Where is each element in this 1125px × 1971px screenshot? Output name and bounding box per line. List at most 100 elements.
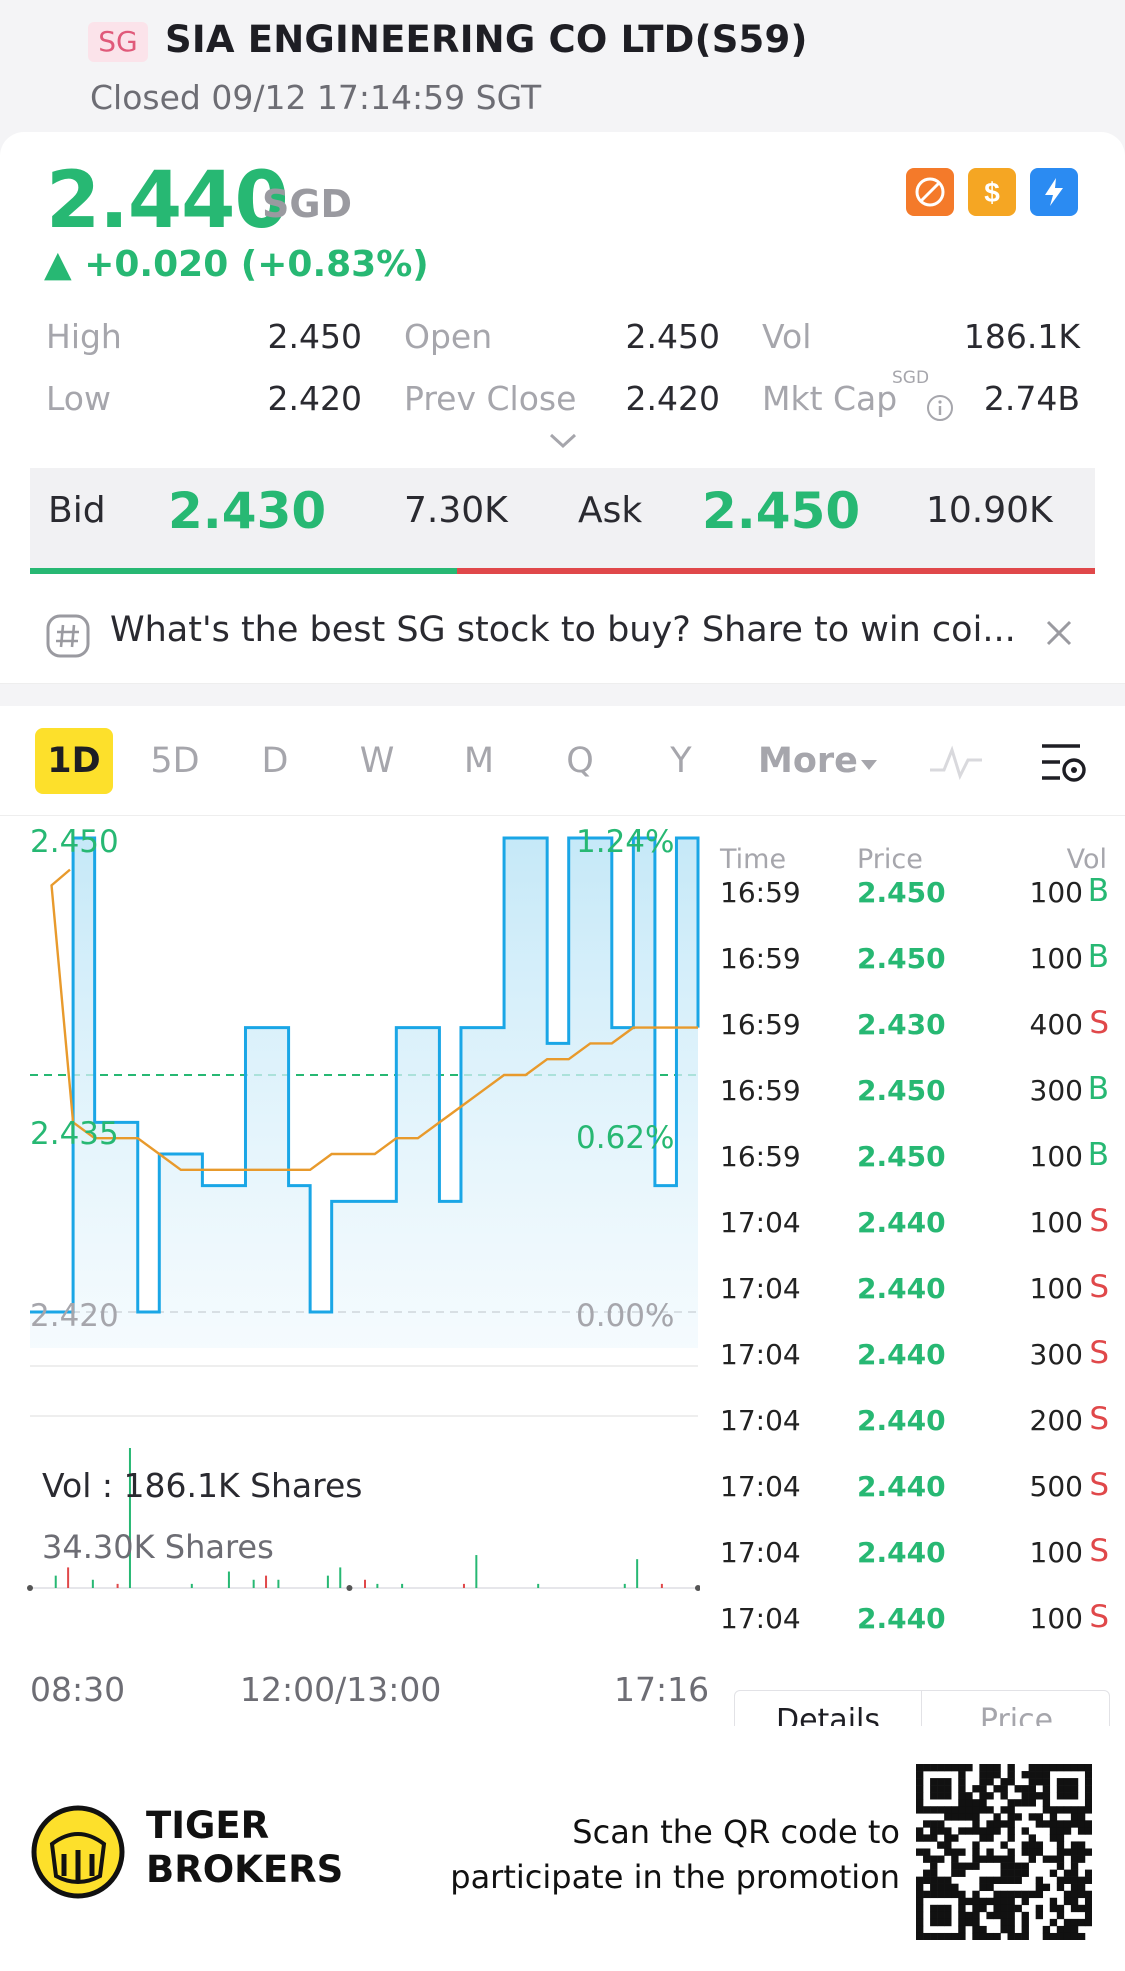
qr-module	[916, 1764, 924, 1772]
promo-text[interactable]: What's the best SG stock to buy? Share t…	[110, 610, 1016, 650]
qr-module	[1084, 1904, 1092, 1913]
qr-module	[951, 1813, 959, 1821]
qr-module	[1000, 1876, 1008, 1884]
qr-module	[916, 1806, 924, 1814]
qr-module	[958, 1890, 966, 1899]
tab-more[interactable]: More	[758, 741, 858, 781]
qr-module	[937, 1841, 945, 1849]
qr-module	[1056, 1806, 1065, 1814]
qr-module	[937, 1932, 945, 1940]
qr-module	[986, 1764, 994, 1772]
qr-module	[1035, 1911, 1044, 1920]
stock-name[interactable]: SIA ENGINEERING CO LTD(S59)	[165, 18, 808, 61]
trade-row: 16:59 2.450 100 B	[700, 939, 1125, 1008]
qr-module	[1063, 1848, 1072, 1856]
tab-1d[interactable]: 1D	[35, 728, 113, 794]
qr-module	[993, 1827, 1001, 1835]
flash-icon[interactable]	[1030, 168, 1078, 216]
trade-time: 17:04	[720, 1470, 801, 1503]
qr-module	[916, 1771, 924, 1779]
qr-module	[986, 1848, 994, 1856]
qr-module	[930, 1876, 938, 1884]
tab-y[interactable]: Y	[670, 741, 692, 781]
bid-ratio-bar	[30, 568, 458, 574]
intraday-chart[interactable]	[0, 816, 700, 1696]
qr-module	[1063, 1827, 1072, 1835]
qr-module	[1028, 1792, 1036, 1800]
qr-module	[951, 1869, 959, 1877]
qr-module	[1077, 1855, 1086, 1863]
qr-module	[972, 1848, 980, 1856]
indicator-icon[interactable]	[928, 742, 984, 786]
qr-module	[1000, 1792, 1008, 1800]
qr-module	[1007, 1834, 1015, 1842]
qr-module	[958, 1778, 966, 1786]
qr-module	[958, 1827, 966, 1835]
qr-module	[972, 1911, 980, 1920]
chevron-down-icon[interactable]	[548, 432, 578, 454]
trade-side: S	[1089, 1599, 1109, 1635]
trade-vol: 100	[1029, 1206, 1083, 1239]
qr-module	[1014, 1869, 1022, 1877]
ask-size: 10.90K	[926, 490, 1053, 531]
qr-module	[1042, 1932, 1051, 1940]
qr-module	[1056, 1911, 1065, 1920]
trade-time: 17:04	[720, 1338, 801, 1371]
qr-code[interactable]	[916, 1764, 1092, 1940]
qr-module	[1063, 1869, 1072, 1877]
qr-module	[1049, 1827, 1058, 1835]
volume-bar	[67, 1567, 70, 1588]
trade-row: 17:04 2.440 100 S	[700, 1533, 1125, 1602]
qr-module	[937, 1890, 945, 1899]
svg-text:$: $	[984, 177, 1000, 208]
qr-module	[972, 1806, 980, 1814]
qr-module	[1056, 1820, 1065, 1828]
qr-module	[1084, 1827, 1092, 1835]
qr-module	[972, 1820, 980, 1828]
qr-module	[986, 1876, 994, 1884]
qr-module	[993, 1904, 1001, 1913]
dividend-icon[interactable]: $	[968, 168, 1016, 216]
qr-module	[972, 1813, 980, 1821]
qr-module	[944, 1827, 952, 1835]
qr-module	[986, 1792, 994, 1800]
tab-w[interactable]: W	[359, 741, 395, 781]
close-icon[interactable]	[1044, 618, 1074, 652]
qr-module	[1035, 1876, 1044, 1884]
qr-module	[1056, 1827, 1065, 1835]
promo-banner[interactable]: What's the best SG stock to buy? Share t…	[0, 588, 1125, 684]
qr-module	[1084, 1890, 1092, 1899]
no-short-icon[interactable]	[906, 168, 954, 216]
tab-q[interactable]: Q	[566, 741, 594, 781]
ask-price: 2.450	[702, 482, 861, 540]
qr-module	[923, 1869, 931, 1877]
qr-module	[979, 1897, 987, 1906]
time-end: 17:16	[614, 1670, 710, 1709]
chart-settings-icon[interactable]	[1040, 742, 1088, 790]
volume-bar	[190, 1583, 193, 1588]
volume-bar	[116, 1583, 119, 1588]
qr-module	[965, 1813, 973, 1821]
trade-time: 16:59	[720, 942, 801, 975]
header: SG SIA ENGINEERING CO LTD(S59) Closed 09…	[0, 0, 1125, 140]
qr-module	[916, 1883, 924, 1892]
qr-module	[1077, 1932, 1086, 1940]
qr-module	[986, 1771, 994, 1779]
qr-module	[937, 1778, 945, 1786]
tab-d[interactable]: D	[261, 741, 289, 781]
pct-axis-mid: 0.62%	[576, 1120, 675, 1156]
qr-module	[1063, 1876, 1072, 1884]
qr-module	[1014, 1876, 1022, 1884]
tab-5d[interactable]: 5D	[150, 741, 200, 781]
qr-module	[930, 1827, 938, 1835]
qr-module	[1021, 1897, 1029, 1906]
volume-max: 34.30K Shares	[42, 1528, 274, 1566]
tab-m[interactable]: M	[463, 741, 495, 781]
qr-module	[1007, 1848, 1015, 1856]
qr-module	[1077, 1883, 1086, 1892]
caret-down-icon[interactable]	[860, 756, 878, 775]
trade-time: 17:04	[720, 1404, 801, 1437]
qr-module	[979, 1876, 987, 1884]
qr-module	[944, 1813, 952, 1821]
info-icon[interactable]	[926, 386, 954, 421]
